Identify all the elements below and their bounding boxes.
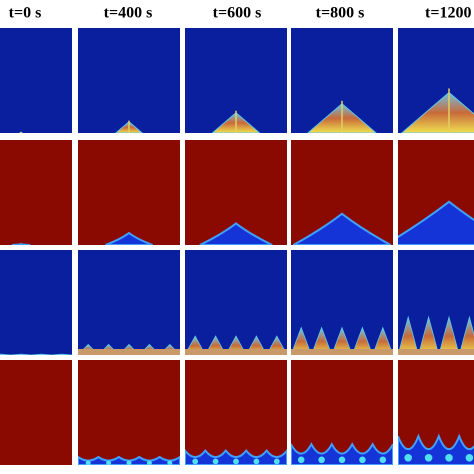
dendrite-base	[291, 349, 393, 355]
panel-background	[78, 250, 180, 355]
hot-spot	[297, 456, 305, 464]
panel-background	[0, 250, 72, 355]
hot-spot	[167, 460, 173, 465]
dendrite	[10, 353, 32, 355]
depletion-zone	[398, 200, 474, 245]
dendrite	[0, 353, 11, 355]
panel-background	[78, 140, 180, 245]
panel	[0, 28, 72, 133]
hot-spot	[445, 454, 453, 462]
depletion-band	[291, 442, 393, 465]
panel-background	[291, 360, 393, 465]
panel	[78, 360, 180, 465]
panel	[398, 140, 474, 245]
dendrite	[400, 91, 474, 133]
hot-spot	[212, 458, 219, 465]
depletion-band	[185, 448, 287, 465]
column-header: t=600 s	[213, 5, 262, 22]
dendrite	[51, 353, 72, 355]
panel	[398, 28, 474, 133]
panel-background	[0, 360, 72, 465]
dendrite	[310, 326, 333, 355]
panel	[185, 250, 287, 355]
column-header: t=0 s	[9, 5, 42, 22]
depletion-zone	[199, 222, 273, 245]
panel	[0, 140, 72, 245]
panel-background	[0, 28, 72, 133]
hot-spot	[379, 456, 387, 464]
panel-background	[78, 28, 180, 133]
panel	[398, 250, 474, 355]
panel-background	[185, 360, 287, 465]
dendrite	[417, 315, 440, 355]
panel	[78, 250, 180, 355]
hot-spot	[359, 456, 366, 464]
dendrite-base	[398, 349, 474, 355]
depletion-band	[398, 433, 474, 465]
panel	[291, 28, 393, 133]
hot-spot	[106, 460, 112, 465]
dendrite	[458, 315, 474, 355]
panel-background	[0, 140, 72, 245]
panel	[291, 140, 393, 245]
panel	[291, 250, 393, 355]
dendrite	[291, 326, 312, 355]
column-header: t=400 s	[104, 5, 153, 22]
panel	[0, 360, 72, 465]
hot-spot	[404, 454, 413, 462]
hot-spot	[126, 460, 132, 465]
dendrite-base	[78, 349, 180, 355]
hot-spot	[424, 454, 433, 462]
dendrite	[351, 326, 374, 355]
column-header: t=800 s	[316, 5, 365, 22]
hot-spot	[192, 458, 199, 465]
hot-spot	[85, 460, 91, 465]
panel	[185, 28, 287, 133]
depletion-zone	[11, 242, 31, 245]
column-header: t=1200	[425, 5, 471, 22]
hot-spot	[233, 458, 239, 465]
hot-spot	[318, 456, 325, 464]
hot-spot	[273, 458, 280, 465]
dendrite	[438, 315, 460, 355]
hot-spot	[338, 456, 346, 464]
depletion-zone	[105, 231, 153, 245]
dendrite	[398, 315, 419, 355]
depletion-zone	[292, 212, 392, 245]
panel	[185, 140, 287, 245]
panel	[78, 28, 180, 133]
dendrite	[372, 326, 393, 355]
hot-spot	[465, 454, 474, 462]
panel	[185, 360, 287, 465]
dendrite	[31, 353, 52, 355]
hot-spot	[146, 460, 152, 465]
panel	[0, 250, 72, 355]
panel	[78, 140, 180, 245]
panel-background	[78, 360, 180, 465]
hot-spot	[253, 458, 260, 465]
dendrite-base	[185, 349, 287, 355]
panel	[398, 360, 474, 465]
dendrite	[331, 326, 353, 355]
panel	[291, 360, 393, 465]
